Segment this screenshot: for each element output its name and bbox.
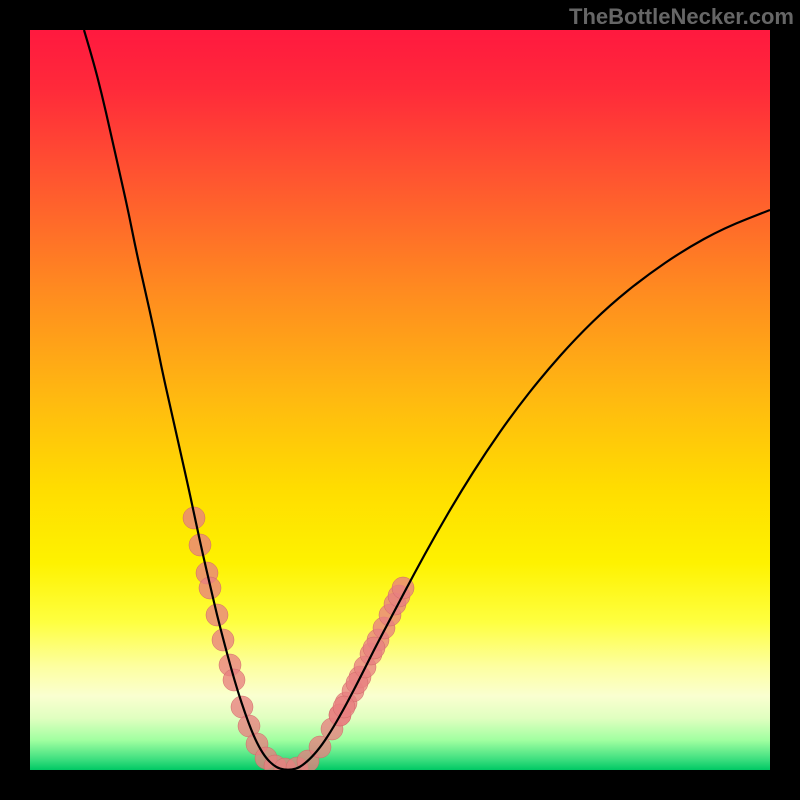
bottleneck-curve [84,30,770,770]
chart-container: TheBottleNecker.com [0,0,800,800]
watermark: TheBottleNecker.com [569,4,794,30]
chart-svg [0,0,800,800]
